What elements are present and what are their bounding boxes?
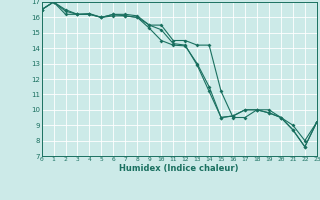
X-axis label: Humidex (Indice chaleur): Humidex (Indice chaleur) (119, 164, 239, 173)
